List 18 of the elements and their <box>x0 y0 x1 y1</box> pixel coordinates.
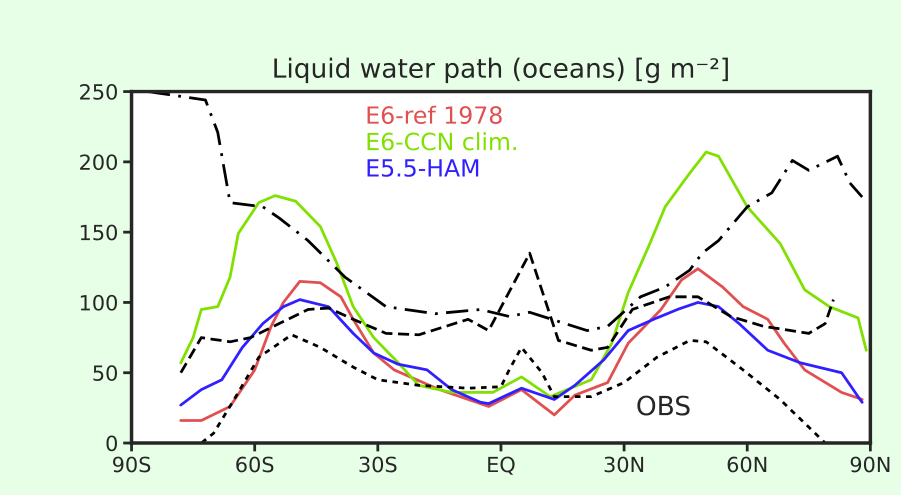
y-tick-label: 100 <box>80 294 117 311</box>
x-tick-label: 90S <box>112 456 150 472</box>
y-tick-label: 0 <box>106 435 117 452</box>
x-tick-label: 60S <box>236 456 274 472</box>
x-tick-label: 30S <box>360 456 397 472</box>
y-tick-label: 150 <box>80 224 117 240</box>
x-tick-label: 30N <box>604 456 644 472</box>
x-tick-label: EQ <box>488 456 515 475</box>
y-tick-label: 200 <box>80 154 117 170</box>
y-tick-label: 50 <box>93 365 117 381</box>
x-tick-label: 90N <box>850 456 890 472</box>
text: E6-CCN clim. <box>368 132 516 150</box>
y-tick-label: 250 <box>80 84 117 100</box>
x-tick-label: 60N <box>728 456 766 472</box>
annotation: OBS <box>637 396 690 416</box>
chart-title: Liquid water path (oceans) [g m⁻²] <box>274 58 728 84</box>
text: E5.5-HAM <box>368 159 478 177</box>
text: E6-ref 1978 <box>368 106 502 124</box>
